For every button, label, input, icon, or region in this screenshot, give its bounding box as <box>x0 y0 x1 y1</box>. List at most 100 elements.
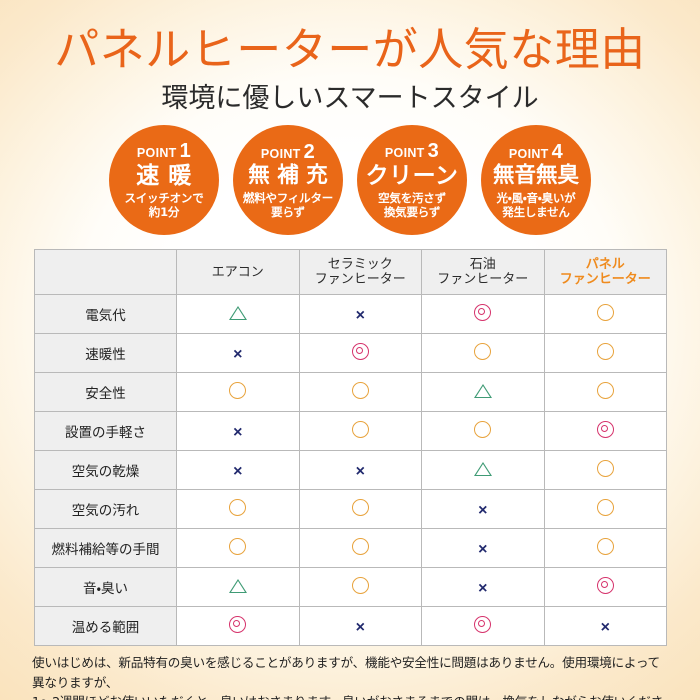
cross-icon: × <box>600 618 610 636</box>
circle-icon <box>596 303 614 321</box>
rating-cell: × <box>298 294 422 335</box>
row-label: 空気の汚れ <box>34 489 177 530</box>
rating-cell: × <box>421 489 545 530</box>
point-label-text-2: POINT <box>260 146 301 161</box>
table-row: 空気の汚れ × <box>34 489 667 530</box>
point-number-2: 2 <box>303 140 316 163</box>
rating-cell <box>543 411 667 452</box>
page-title: パネルヒーターが人気な理由 <box>54 23 646 76</box>
column-header-panel-fan-heater: パネル ファンヒーター <box>543 249 667 296</box>
points-row: POINT 1 速 暖 スイッチオンで 約1分 POINT 2 無 補 充 燃料… <box>0 125 700 236</box>
rating-cell: × <box>543 606 667 647</box>
rating-cell <box>176 294 300 335</box>
column-header-kerosene-fan-heater: 石油 ファンヒーター <box>421 249 545 296</box>
double-circle-icon <box>474 303 492 321</box>
point-heading-2: 無 補 充 <box>248 162 328 188</box>
circle-icon <box>474 420 492 438</box>
rating-cell <box>421 606 545 647</box>
cross-icon: × <box>478 579 488 597</box>
double-circle-icon <box>351 342 369 360</box>
comparison-table-wrapper: エアコン セラミック ファンヒーター 石油 ファンヒーター パネル ファンヒータ… <box>34 249 667 647</box>
table-row: 温める範囲 × × <box>34 606 667 647</box>
point-number-4: 4 <box>551 140 564 163</box>
point-description-4: 光・風・音・臭いが 発生しません <box>496 190 576 219</box>
row-label: 温める範囲 <box>34 606 177 647</box>
point-heading-1: 速 暖 <box>136 163 192 190</box>
rating-cell <box>298 372 422 413</box>
rating-cell <box>421 294 545 335</box>
circle-icon <box>351 498 369 516</box>
cross-icon: × <box>233 345 243 363</box>
circle-icon <box>474 342 492 360</box>
rating-cell: × <box>298 606 422 647</box>
table-header: エアコン セラミック ファンヒーター 石油 ファンヒーター パネル ファンヒータ… <box>34 249 667 296</box>
rating-cell <box>543 372 667 413</box>
rating-cell <box>298 528 422 569</box>
cross-icon: × <box>233 423 243 441</box>
circle-icon <box>596 459 614 477</box>
rating-cell <box>176 606 300 647</box>
rating-cell <box>421 450 545 491</box>
column-header-aircon: エアコン <box>176 249 300 296</box>
cross-icon: × <box>478 540 488 558</box>
point-label-text-1: POINT <box>136 146 177 161</box>
table-row: 設置の手軽さ × <box>34 411 667 452</box>
point-description-3: 空気を汚さず 換気要らず <box>378 191 446 220</box>
row-label: 音・臭い <box>34 567 177 608</box>
circle-icon <box>596 381 614 399</box>
footer-note: 使いはじめは、新品特有の臭いを感じることがありますが、機能や安全性に問題はありま… <box>32 653 668 700</box>
rating-cell <box>543 294 667 335</box>
cross-icon: × <box>233 462 243 480</box>
circle-icon <box>351 537 369 555</box>
point-label-1: POINT 1 <box>137 141 191 161</box>
double-circle-icon <box>474 615 492 633</box>
rating-cell <box>543 333 667 374</box>
rating-cell <box>543 567 667 608</box>
rating-cell: × <box>421 528 545 569</box>
cross-icon: × <box>355 462 365 480</box>
row-label: 空気の乾燥 <box>34 450 177 491</box>
triangle-icon <box>473 383 492 398</box>
rating-cell <box>543 489 667 530</box>
rating-cell: × <box>298 450 422 491</box>
cross-icon: × <box>355 618 365 636</box>
rating-cell <box>543 528 667 569</box>
rating-cell <box>298 411 422 452</box>
rating-cell: × <box>421 567 545 608</box>
point-label-text-4: POINT <box>508 146 549 161</box>
triangle-icon <box>473 461 492 476</box>
row-label: 速暖性 <box>34 333 177 374</box>
footer-note-line-2: 1～2週間ほどお使いいただくと、臭いはおさまります。臭いがおさまるまでの間は、換… <box>32 692 668 700</box>
circle-icon <box>351 576 369 594</box>
table-row: 燃料補給等の手間 × <box>34 528 667 569</box>
table-corner-cell <box>34 249 177 296</box>
row-label: 燃料補給等の手間 <box>34 528 177 569</box>
point-badge-2: POINT 2 無 補 充 燃料やフィルター 要らず <box>233 125 343 236</box>
footer-note-line-1: 使いはじめは、新品特有の臭いを感じることがありますが、機能や安全性に問題はありま… <box>32 655 660 690</box>
point-label-3: POINT 3 <box>385 141 439 161</box>
table-row: 速暖性 × <box>34 333 667 374</box>
point-badge-1: POINT 1 速 暖 スイッチオンで 約1分 <box>109 125 219 236</box>
point-description-1: スイッチオンで 約1分 <box>124 191 204 220</box>
table-row: 空気の乾燥 × × <box>34 450 667 491</box>
triangle-icon <box>228 578 247 593</box>
circle-icon <box>596 498 614 516</box>
double-circle-icon <box>596 576 614 594</box>
circle-icon <box>351 420 369 438</box>
rating-cell <box>421 372 545 413</box>
double-circle-icon <box>229 615 247 633</box>
point-heading-4: 無音無臭 <box>492 162 579 188</box>
row-label: 電気代 <box>34 294 177 335</box>
row-label: 設置の手軽さ <box>34 411 177 452</box>
rating-cell <box>421 411 545 452</box>
point-label-text-3: POINT <box>384 146 425 161</box>
table-row: 音・臭い × <box>34 567 667 608</box>
header-block: パネルヒーターが人気な理由 環境に優しいスマートスタイル <box>0 0 700 113</box>
point-number-3: 3 <box>427 140 440 163</box>
page-subtitle: 環境に優しいスマートスタイル <box>161 82 539 114</box>
column-header-ceramic-fan-heater: セラミック ファンヒーター <box>298 249 422 296</box>
point-badge-3: POINT 3 クリーン 空気を汚さず 換気要らず <box>357 125 467 236</box>
double-circle-icon <box>596 420 614 438</box>
circle-icon <box>229 537 247 555</box>
